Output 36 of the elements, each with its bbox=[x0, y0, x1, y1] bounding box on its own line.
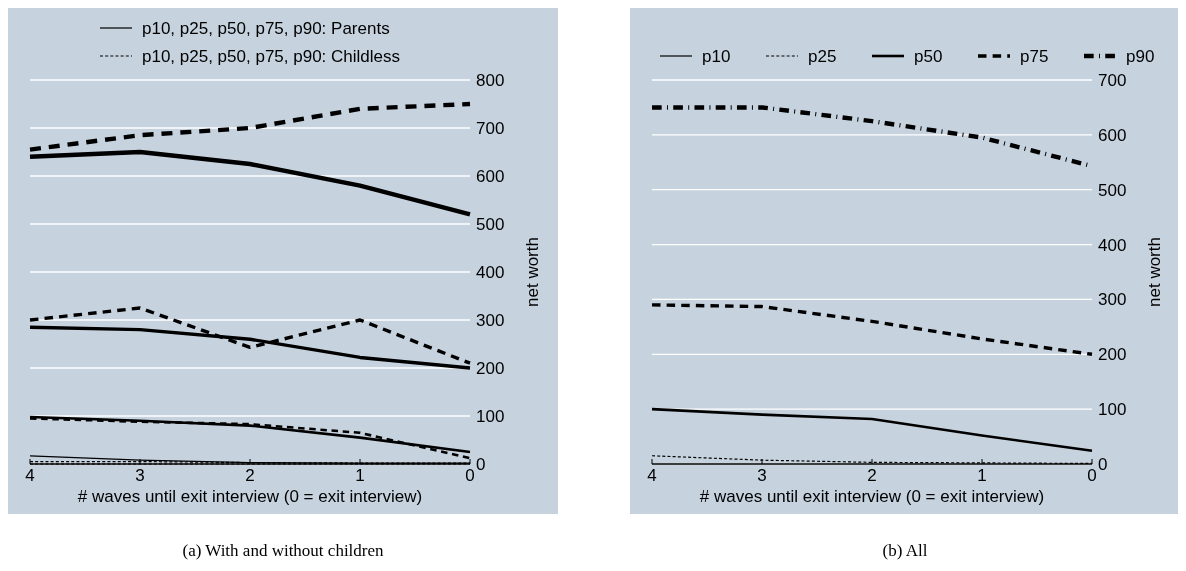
y-tick-label: 200 bbox=[476, 359, 505, 378]
y-tick-label: 200 bbox=[1098, 345, 1127, 365]
text: (a) With and without children bbox=[182, 541, 385, 560]
text: (b) All bbox=[882, 541, 928, 560]
y-tick-label: 700 bbox=[476, 119, 505, 138]
legend-label: p50 bbox=[914, 47, 943, 66]
x-tick-label: 3 bbox=[135, 466, 145, 485]
y-tick-label: 400 bbox=[1098, 235, 1127, 255]
legend-label: p75 bbox=[1020, 47, 1049, 66]
y-tick-label: 300 bbox=[1098, 290, 1127, 310]
y-tick-label: 700 bbox=[1098, 71, 1127, 90]
y-tick-label: 300 bbox=[476, 311, 505, 330]
x-tick-label: 2 bbox=[245, 466, 255, 485]
y-tick-label: 500 bbox=[476, 215, 505, 234]
legend-label: p90 bbox=[1126, 47, 1155, 66]
y-tick-label: 400 bbox=[476, 263, 505, 282]
legend-label: p10 bbox=[702, 47, 731, 66]
y-tick-label: 500 bbox=[1098, 180, 1127, 200]
y-axis-title: net worth bbox=[1145, 237, 1164, 307]
x-tick-label: 4 bbox=[647, 466, 657, 485]
x-axis-title: # waves until exit interview (0 = exit interview) bbox=[699, 487, 1045, 506]
y-axis-title: net worth bbox=[523, 237, 542, 307]
legend-label: p10, p25, p50, p75, p90: Parents bbox=[142, 19, 390, 38]
y-tick-label: 100 bbox=[1098, 400, 1127, 420]
x-axis-title: # waves until exit interview (0 = exit interview) bbox=[77, 487, 423, 506]
y-tick-label: 800 bbox=[476, 71, 505, 90]
legend-label: p25 bbox=[808, 47, 837, 66]
x-tick-label: 1 bbox=[355, 466, 365, 485]
y-tick-label: 100 bbox=[476, 407, 505, 426]
x-tick-label: 4 bbox=[25, 466, 35, 485]
y-tick-label: 600 bbox=[476, 167, 505, 186]
x-tick-label: 1 bbox=[977, 466, 987, 485]
x-tick-label: 2 bbox=[867, 466, 877, 485]
y-tick-label: 600 bbox=[1098, 125, 1127, 145]
x-tick-label: 3 bbox=[757, 466, 767, 485]
legend-label: p10, p25, p50, p75, p90: Childless bbox=[142, 47, 401, 66]
